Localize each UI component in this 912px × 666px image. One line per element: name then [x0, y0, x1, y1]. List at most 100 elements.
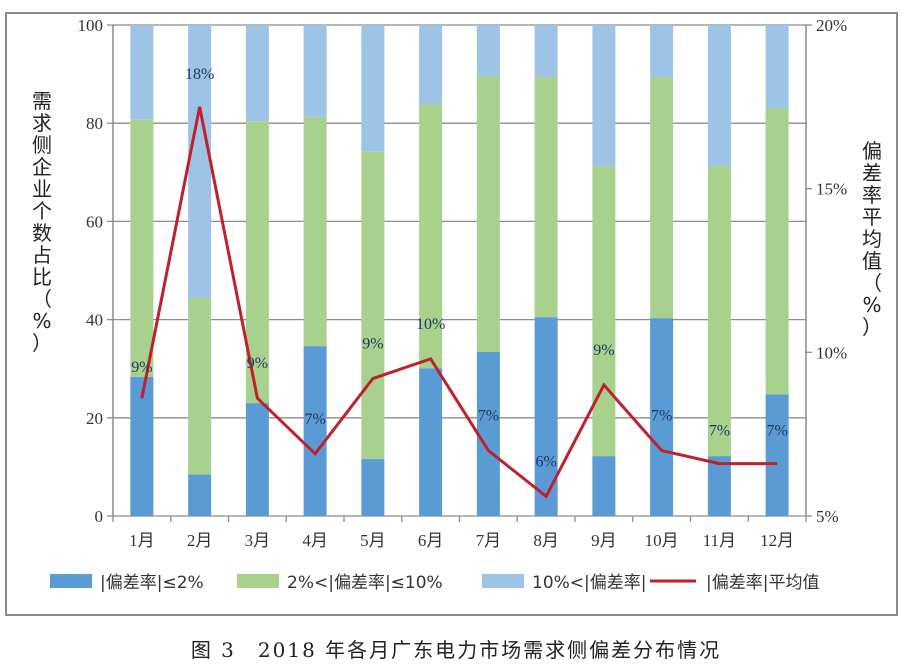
left-axis-title-char: 侧 — [32, 133, 52, 157]
left-axis-title-char: ） — [32, 331, 52, 355]
line-data-label: 18% — [185, 66, 214, 83]
left-axis-title-char: 求 — [32, 111, 52, 135]
x-category-label: 1月 — [129, 531, 155, 550]
data-labels: 9% 18% 9% 7% 9% 10% 7% 6% 9% 7% 7% 7% — [131, 66, 788, 471]
line-data-label: 7% — [478, 408, 499, 425]
bar-segment-high — [245, 25, 269, 122]
bar-segment-high — [592, 25, 616, 166]
x-category-label: 10月 — [645, 531, 679, 550]
bar-segment-low — [765, 394, 789, 516]
bar-segment-mid — [476, 76, 500, 353]
right-tick-label: 5% — [816, 507, 839, 526]
right-tick-label: 10% — [816, 343, 847, 362]
bar-segment-low — [245, 403, 269, 516]
legend-label: 10%<|偏差率| — [532, 573, 646, 593]
bar-segment-high — [707, 25, 731, 166]
left-tick-label: 40 — [86, 311, 103, 330]
legend-swatch — [482, 574, 524, 588]
bar-segment-mid — [707, 165, 731, 457]
x-category-label: 5月 — [360, 531, 386, 550]
bar-segment-high — [188, 25, 212, 298]
chart-frame — [5, 12, 898, 616]
left-tick-label: 80 — [86, 114, 103, 133]
x-category-label: 6月 — [418, 531, 444, 550]
axes: 0 20 40 60 80 100 5% 10% 15% 20% 1月 2月 3月 4月 5月 6月 7月 8月 9… — [32, 16, 882, 550]
right-axis-title-char: 差 — [862, 161, 882, 185]
bar-segment-low — [188, 474, 212, 516]
gridlines — [107, 24, 806, 517]
x-category-label: 2月 — [187, 531, 213, 550]
legend-label: |偏差率|≤2% — [100, 573, 204, 593]
legend: |偏差率|≤2% 2%<|偏差率|≤10% 10%<|偏差率| |偏差率|平均值 — [50, 573, 819, 593]
legend-swatch — [50, 574, 92, 588]
bar-segment-low — [592, 456, 616, 516]
x-category-label: 7月 — [476, 531, 502, 550]
legend-swatch — [237, 574, 279, 588]
bar-segment-high — [534, 25, 558, 78]
bar-segment-mid — [419, 104, 443, 369]
left-axis-title-char: 占 — [32, 243, 52, 267]
left-axis-title-char: 需 — [32, 89, 52, 113]
bar-segment-mid — [534, 77, 558, 318]
legend-label: |偏差率|平均值 — [706, 573, 819, 593]
right-axis-title-char: 均 — [862, 227, 882, 251]
bar-segment-low — [707, 456, 731, 516]
bar-segment-high — [476, 25, 500, 77]
left-tick-label: 0 — [95, 507, 104, 526]
bar-series — [130, 25, 789, 516]
line-data-label: 7% — [304, 411, 325, 428]
right-axis-title-char: （ — [862, 271, 882, 295]
right-axis-title-char: 平 — [862, 205, 882, 229]
left-axis-title-char: （ — [32, 287, 52, 311]
bar-segment-high — [419, 25, 443, 105]
line-data-label: 10% — [416, 316, 445, 333]
line-data-label: 9% — [131, 359, 152, 376]
bar-segment-mid — [130, 119, 154, 378]
bar-segment-low — [534, 317, 558, 516]
bar-segment-mid — [303, 116, 327, 347]
left-tick-label: 20 — [86, 409, 103, 428]
x-category-label: 3月 — [245, 531, 271, 550]
x-category-label: 9月 — [591, 531, 617, 550]
line-data-label: 7% — [651, 408, 672, 425]
bar-segment-mid — [188, 297, 212, 475]
right-axis-title-char: 率 — [862, 183, 882, 207]
bar-segment-mid — [650, 77, 674, 319]
bar-segment-mid — [361, 151, 385, 460]
bar-segment-low — [476, 352, 500, 516]
right-axis-title-char: ） — [862, 315, 882, 339]
figure-caption: 图 3 2018 年各月广东电力市场需求侧偏差分布情况 — [190, 638, 722, 662]
bar-segment-high — [650, 25, 674, 78]
right-tick-label: 20% — [816, 16, 847, 35]
x-category-label: 12月 — [760, 531, 794, 550]
left-axis-title-char: % — [32, 309, 51, 333]
bar-segment-low — [650, 318, 674, 516]
line-data-label: 7% — [709, 423, 730, 440]
right-axis-title-char: 值 — [862, 249, 882, 273]
bar-segment-low — [361, 459, 385, 516]
x-category-label: 8月 — [533, 531, 559, 550]
average-line — [140, 106, 778, 499]
right-axis-title-char: 偏 — [862, 139, 882, 163]
right-tick-label: 15% — [816, 180, 847, 199]
bar-segment-low — [419, 368, 443, 516]
line-data-label: 7% — [766, 423, 787, 440]
bar-segment-high — [765, 25, 789, 108]
bar-segment-high — [303, 25, 327, 117]
bar-segment-low — [303, 346, 327, 516]
left-tick-label: 100 — [78, 16, 104, 35]
x-category-label: 11月 — [703, 531, 736, 550]
bar-segment-mid — [245, 121, 269, 404]
legend-label: 2%<|偏差率|≤10% — [287, 573, 443, 593]
line-data-label: 9% — [593, 342, 614, 359]
left-axis-title-char: 数 — [32, 221, 52, 245]
left-axis-title-char: 个 — [32, 199, 52, 223]
bar-segment-mid — [592, 165, 616, 457]
left-axis-title-char: 企 — [32, 155, 52, 179]
left-tick-label: 60 — [86, 212, 103, 231]
bar-segment-low — [130, 377, 154, 516]
x-category-label: 4月 — [302, 531, 328, 550]
line-data-label: 6% — [535, 453, 556, 470]
right-axis-title-char: % — [862, 293, 881, 317]
